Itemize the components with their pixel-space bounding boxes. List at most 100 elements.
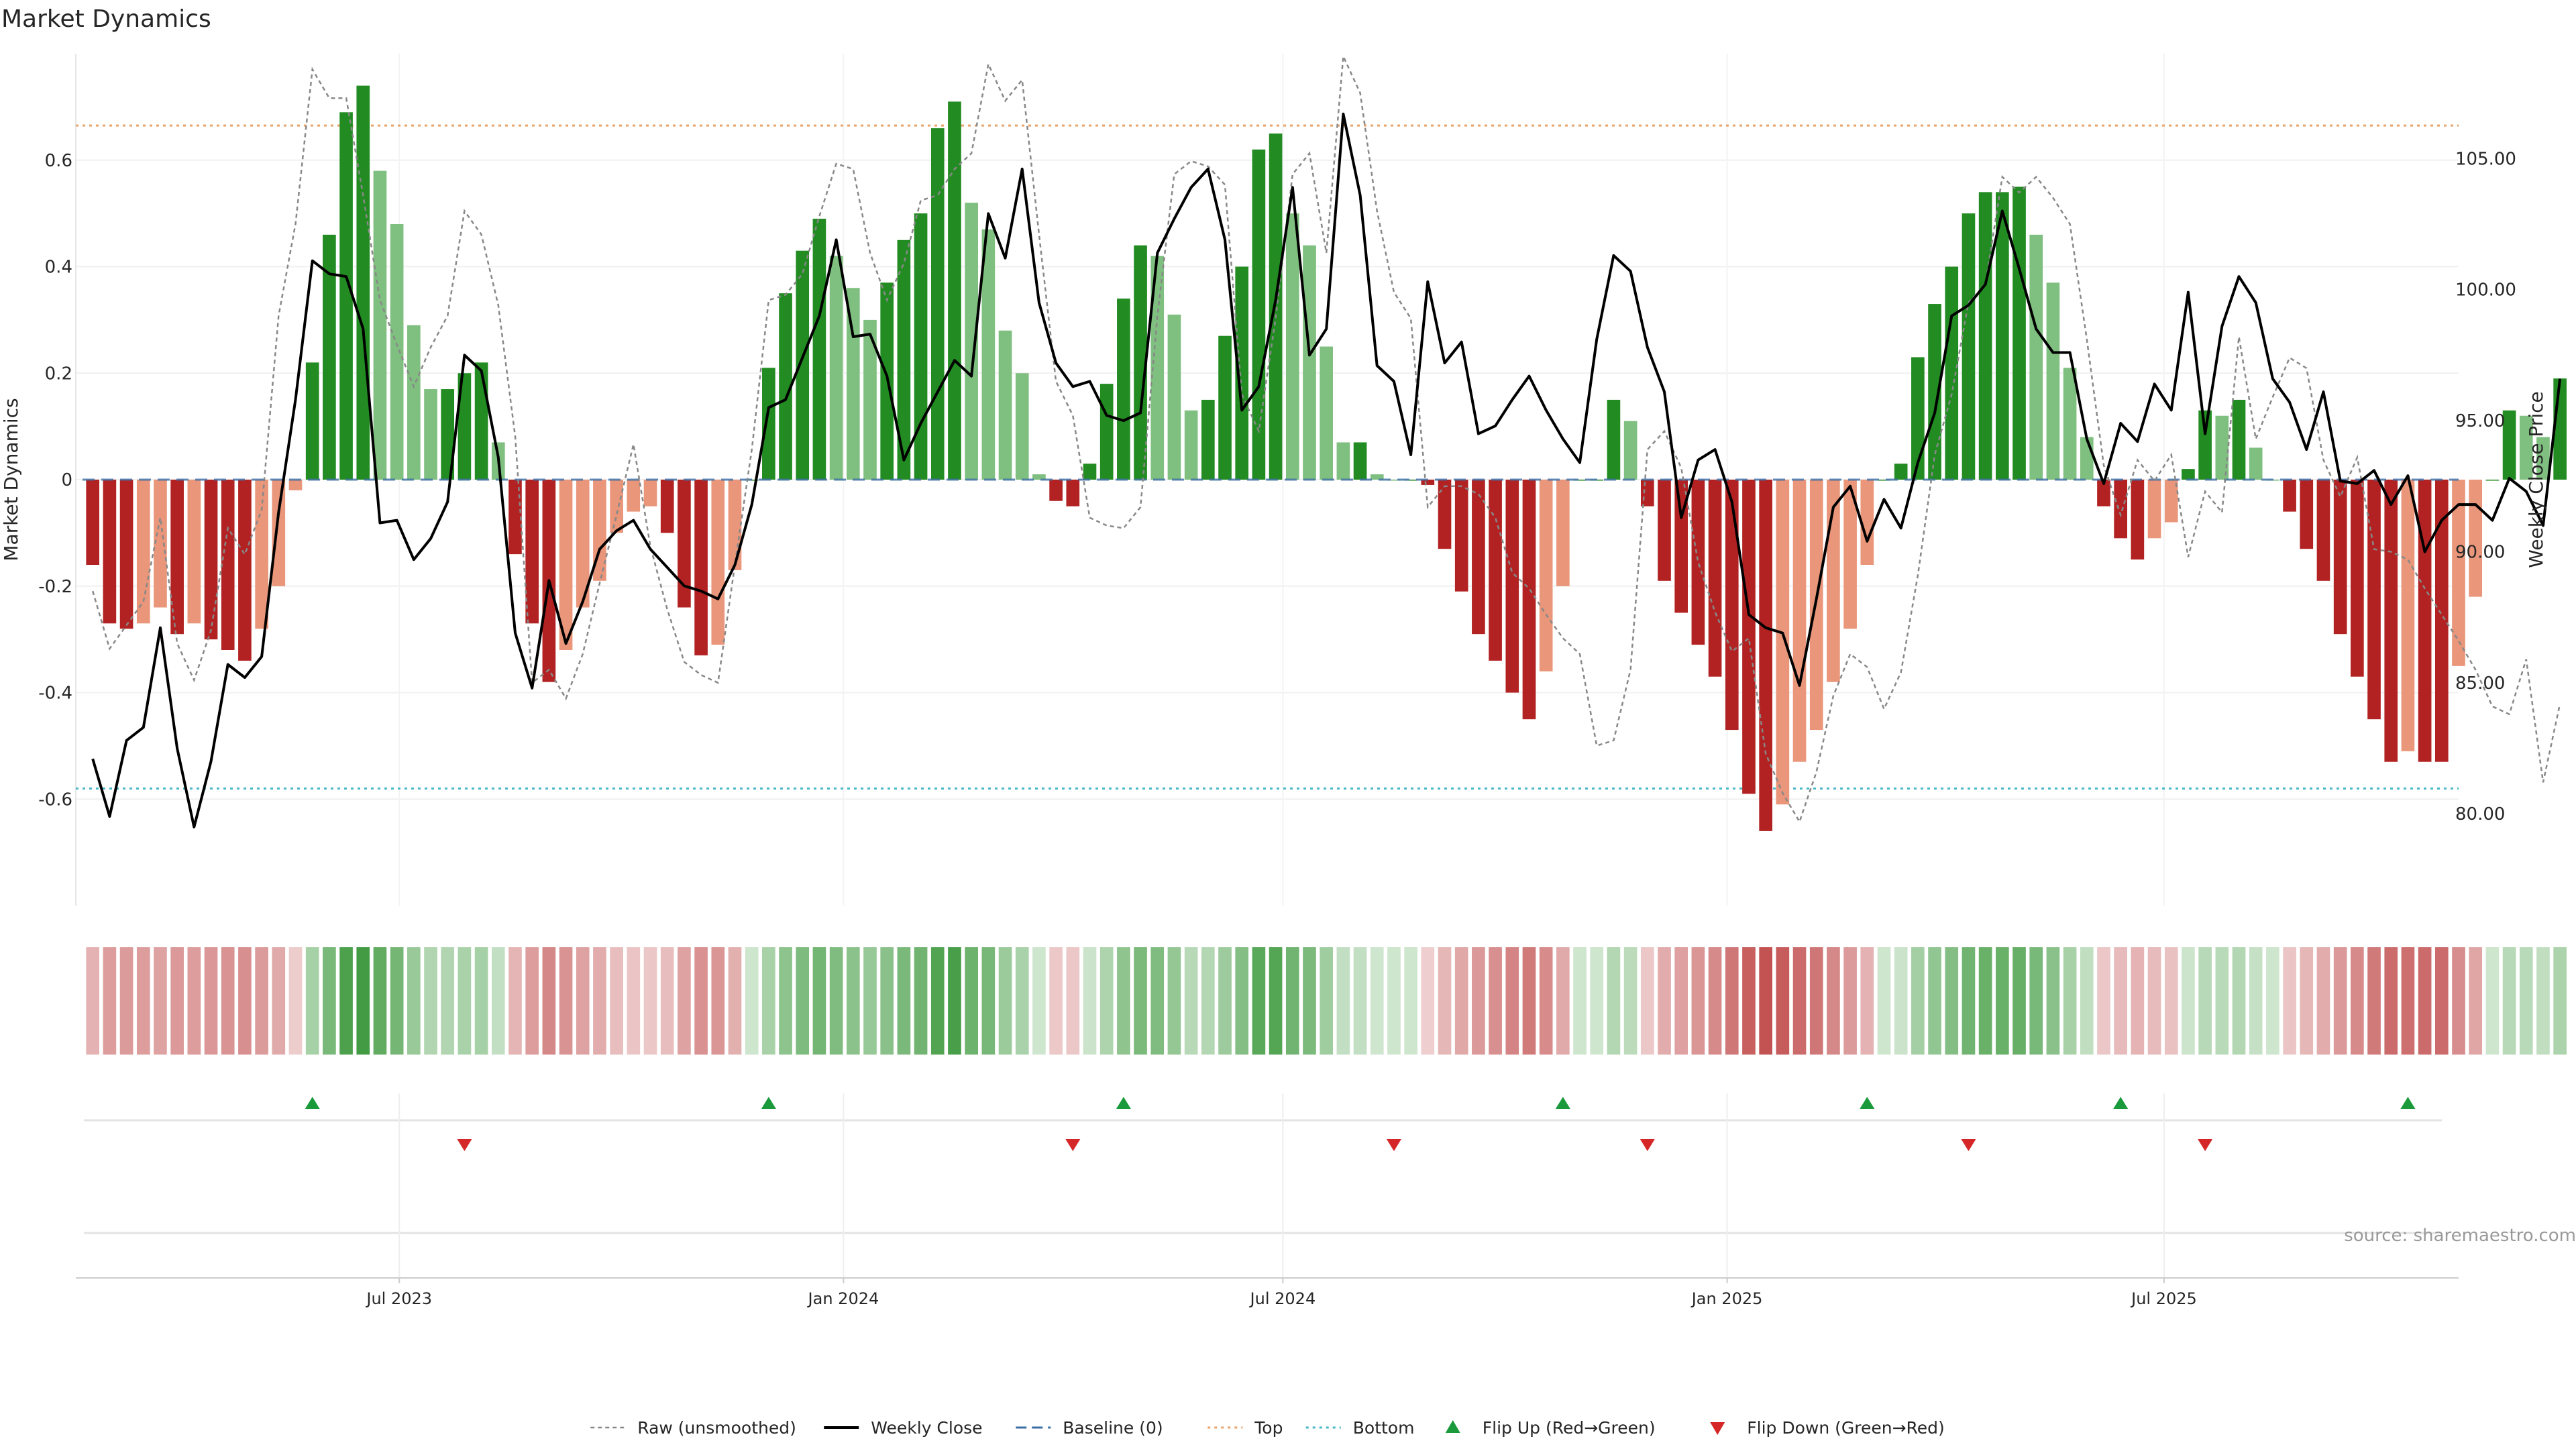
legend-item-flip_down: Flip Down (Green→Red) bbox=[1710, 1418, 1945, 1438]
dynamics-bar bbox=[221, 480, 235, 650]
dynamics-bar bbox=[2485, 480, 2500, 481]
legend-label: Flip Up (Red→Green) bbox=[1483, 1418, 1656, 1438]
dynamics-bar bbox=[2249, 447, 2263, 480]
dynamics-bar bbox=[1776, 480, 1790, 805]
dynamics-bar bbox=[1674, 480, 1688, 613]
dynamics-bar bbox=[1235, 266, 1249, 480]
weekly-close-line bbox=[91, 112, 2562, 828]
dynamics-bar bbox=[2232, 399, 2246, 480]
dynamics-bar bbox=[1387, 480, 1401, 481]
regime-strip-cell bbox=[2131, 947, 2145, 1055]
legend-item-flip_up: Flip Up (Red→Green) bbox=[1445, 1418, 1656, 1438]
regime-strip-cell bbox=[1809, 947, 1823, 1055]
flip-panel bbox=[84, 1093, 2442, 1278]
dynamics-bars bbox=[83, 85, 2567, 831]
regime-strip-cell bbox=[2012, 947, 2026, 1055]
regime-strip-cell bbox=[2097, 947, 2110, 1055]
regime-strip-cell bbox=[2063, 947, 2077, 1055]
regime-strip-cell bbox=[2215, 947, 2229, 1055]
regime-strip-cell bbox=[474, 947, 488, 1055]
regime-strip-cell bbox=[728, 947, 742, 1055]
regime-strip-cell bbox=[1489, 947, 1502, 1055]
dynamics-bar bbox=[660, 480, 674, 533]
dynamics-bar bbox=[1167, 314, 1181, 480]
regime-strip-cell bbox=[1843, 947, 1857, 1055]
regime-strip-cell bbox=[1928, 947, 1941, 1055]
regime-strip-cell bbox=[863, 947, 877, 1055]
regime-strip-cell bbox=[1184, 947, 1198, 1055]
dynamics-bar bbox=[356, 85, 370, 480]
dynamics-bar bbox=[238, 480, 252, 661]
dynamics-bar bbox=[339, 112, 353, 480]
dynamics-bar bbox=[1658, 480, 1671, 581]
regime-strip-cell bbox=[170, 947, 184, 1055]
regime-strip-cell bbox=[2300, 947, 2314, 1055]
dynamics-bar bbox=[694, 480, 708, 655]
source-credit: source: sharemaestro.com bbox=[2344, 1226, 2576, 1246]
dynamics-bar bbox=[1556, 480, 1570, 586]
dynamics-bar bbox=[779, 293, 792, 480]
regime-strip-cell bbox=[2519, 947, 2533, 1055]
dynamics-bar bbox=[2114, 480, 2127, 539]
y-tick-label: 0 bbox=[61, 470, 72, 490]
dynamics-bar bbox=[2536, 437, 2550, 480]
chart-title: Market Dynamics bbox=[1, 5, 211, 33]
regime-strip-cell bbox=[1387, 947, 1401, 1055]
dynamics-bar bbox=[373, 170, 387, 480]
dynamics-bar bbox=[2131, 480, 2145, 560]
dynamics-bar bbox=[2367, 480, 2381, 720]
dynamics-bar bbox=[1320, 346, 1333, 480]
regime-strip-cell bbox=[1522, 947, 1536, 1055]
dynamics-bar bbox=[1438, 480, 1452, 549]
regime-strip-cell bbox=[1962, 947, 1976, 1055]
dynamics-bar bbox=[643, 480, 657, 506]
dynamics-bar bbox=[948, 101, 961, 480]
dynamics-bar bbox=[1708, 480, 1722, 677]
regime-strip-cell bbox=[1877, 947, 1891, 1055]
dynamics-bar bbox=[288, 480, 303, 490]
dynamics-bar bbox=[1099, 384, 1114, 480]
regime-strip-cell bbox=[812, 947, 826, 1055]
dynamics-bar bbox=[204, 480, 218, 640]
regime-strip-cell bbox=[373, 947, 387, 1055]
regime-strip-cell bbox=[1150, 947, 1165, 1055]
dynamics-bar bbox=[2469, 480, 2483, 597]
regime-strip-cell bbox=[1742, 947, 1756, 1055]
dynamics-bar bbox=[2063, 368, 2077, 480]
dynamics-bar bbox=[1539, 480, 1553, 672]
dynamics-bar bbox=[323, 234, 336, 480]
regime-strip-cell bbox=[255, 947, 268, 1055]
dynamics-bar bbox=[154, 480, 167, 608]
legend-label: Top bbox=[1254, 1418, 1283, 1438]
regime-strip-cell bbox=[627, 947, 641, 1055]
regime-strip-cell bbox=[1860, 947, 1874, 1055]
regime-strip-cell bbox=[136, 947, 150, 1055]
regime-strip-cell bbox=[559, 947, 573, 1055]
y-tick-label: -0.2 bbox=[38, 577, 72, 597]
regime-strip-cell bbox=[981, 947, 996, 1055]
regime-strip-cell bbox=[1691, 947, 1705, 1055]
regime-strip-cell bbox=[1218, 947, 1232, 1055]
dynamics-bar bbox=[2283, 480, 2296, 512]
legend-swatch bbox=[1445, 1420, 1460, 1433]
y-tick-label: 0.4 bbox=[45, 258, 72, 278]
dynamics-bar bbox=[1877, 480, 1891, 481]
x-axis: Jul 2023 Jan 2024 Jul 2024 Jan 2025 Jul 2025 bbox=[365, 1278, 2197, 1308]
dynamics-bar bbox=[1285, 213, 1299, 480]
dynamics-bar bbox=[305, 362, 319, 480]
regime-strip-cell bbox=[2283, 947, 2296, 1055]
dynamics-bar bbox=[474, 362, 488, 480]
dynamics-bar bbox=[103, 480, 117, 624]
regime-strip-cell bbox=[1320, 947, 1333, 1055]
dynamics-bar bbox=[2046, 282, 2060, 480]
regime-strip-cell bbox=[2114, 947, 2127, 1055]
regime-strip-cell bbox=[1404, 947, 1417, 1055]
regime-strip-cell bbox=[221, 947, 235, 1055]
legend-item-raw: Raw (unsmoothed) bbox=[590, 1418, 796, 1438]
y-axis-left: -0.6 -0.4 -0.2 0 0.2 0.4 0.6 bbox=[38, 151, 72, 810]
flip-up-marker bbox=[761, 1097, 776, 1109]
dynamics-bar bbox=[1725, 480, 1739, 731]
dynamics-bar bbox=[2097, 480, 2110, 506]
dynamics-bar bbox=[1404, 480, 1417, 481]
legend-label: Baseline (0) bbox=[1063, 1418, 1163, 1438]
